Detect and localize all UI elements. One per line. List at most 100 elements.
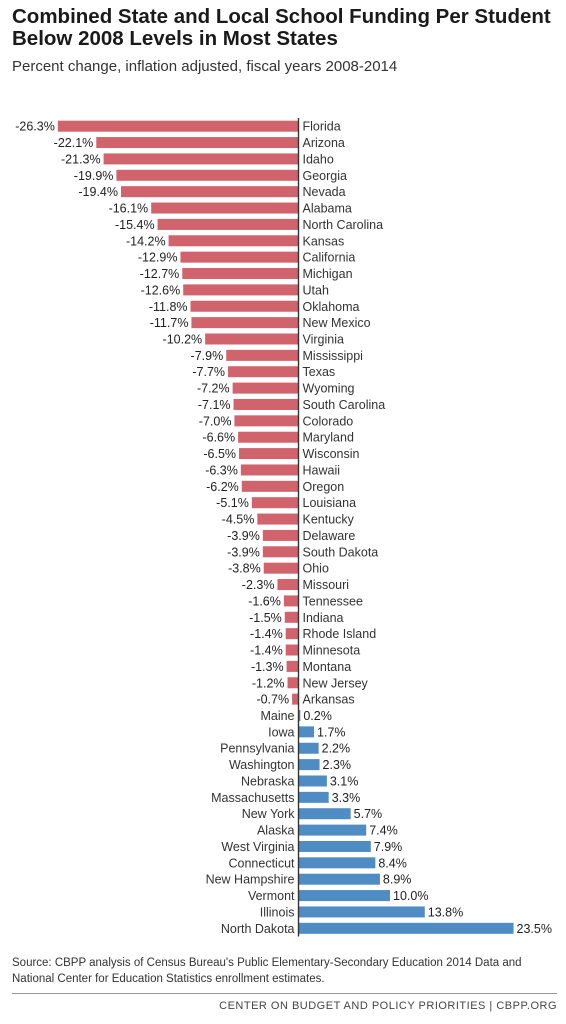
bar-louisiana [251, 497, 299, 509]
state-label: Louisiana [303, 496, 357, 510]
state-label: Illinois [260, 905, 295, 919]
bar-michigan [182, 268, 299, 280]
value-label: -21.3% [61, 152, 101, 166]
value-label: -1.4% [250, 644, 283, 658]
bar-tennessee [283, 595, 299, 607]
state-label: Michigan [303, 267, 353, 281]
state-label: Kansas [303, 234, 345, 248]
value-label: -7.1% [198, 398, 231, 412]
state-label: Florida [303, 120, 341, 134]
bar-montana [286, 660, 299, 672]
bar-new-mexico [191, 317, 299, 329]
state-label: Kentucky [303, 513, 355, 527]
value-label: -1.3% [251, 660, 284, 674]
state-label: Montana [303, 660, 352, 674]
bar-oregon [241, 480, 299, 492]
state-label: Texas [303, 365, 336, 379]
state-label: New Jersey [303, 676, 369, 690]
bar-arkansas [292, 693, 299, 705]
state-label: New Mexico [303, 316, 371, 330]
value-label: -26.3% [15, 120, 55, 134]
value-label: 13.8% [428, 905, 463, 919]
value-label: 3.1% [330, 774, 359, 788]
value-label: -12.9% [138, 251, 178, 265]
value-label: -7.0% [199, 414, 232, 428]
value-label: 3.3% [332, 791, 361, 805]
state-label: Washington [229, 758, 295, 772]
state-label: California [303, 251, 356, 265]
bar-massachusetts [298, 791, 329, 803]
state-label: Oregon [303, 480, 345, 494]
value-label: 2.3% [323, 758, 352, 772]
value-label: -16.1% [109, 202, 149, 216]
chart-title: Combined State and Local School Funding … [12, 5, 551, 50]
value-label: -12.6% [141, 283, 181, 297]
bar-indiana [284, 611, 299, 623]
bar-west-virginia [298, 840, 371, 852]
state-label: Nevada [303, 185, 346, 199]
bar-nevada [120, 186, 299, 198]
state-label: Oklahoma [303, 300, 360, 314]
value-label: -7.7% [192, 365, 225, 379]
state-label: Rhode Island [303, 627, 377, 641]
bar-georgia [116, 169, 299, 181]
bar-hawaii [240, 464, 299, 476]
value-label: -22.1% [54, 136, 94, 150]
value-label: -14.2% [126, 234, 166, 248]
bar-washington [298, 759, 320, 771]
bar-oklahoma [190, 300, 299, 312]
bar-new-jersey [287, 677, 299, 689]
value-label: 7.4% [369, 824, 398, 838]
value-label: -19.9% [74, 169, 114, 183]
value-label: 8.9% [383, 873, 412, 887]
value-label: -15.4% [115, 218, 155, 232]
bar-alabama [151, 202, 299, 214]
state-label: West Virginia [221, 840, 294, 854]
state-label: Wisconsin [303, 447, 360, 461]
state-label: Connecticut [228, 856, 295, 870]
value-label: -7.9% [191, 349, 224, 363]
value-label: 23.5% [517, 922, 552, 936]
value-label: -1.6% [248, 594, 281, 608]
state-label: Missouri [303, 578, 350, 592]
bars-group: -26.3% Florida -22.1% Arizona -21.3% Idaho -19… [15, 120, 552, 936]
bar-kansas [168, 235, 299, 247]
bar-california [180, 251, 299, 263]
bar-chart: -26.3% Florida -22.1% Arizona -21.3% Idaho -19… [15, 118, 552, 937]
bar-arizona [96, 137, 299, 149]
bar-texas [228, 366, 299, 378]
value-label: -11.8% [149, 300, 188, 314]
state-label: Georgia [303, 169, 348, 183]
state-label: Idaho [303, 152, 334, 166]
bar-pennsylvania [298, 742, 319, 754]
state-label: Delaware [303, 529, 356, 543]
value-label: 8.4% [378, 856, 407, 870]
bar-florida [57, 120, 299, 132]
value-label: -3.8% [228, 562, 261, 576]
state-label: North Carolina [303, 218, 384, 232]
state-label: Massachusetts [211, 791, 294, 805]
value-label: -6.2% [206, 480, 239, 494]
value-label: -5.1% [216, 496, 249, 510]
bar-illinois [298, 906, 425, 918]
bar-south-dakota [262, 546, 299, 558]
value-label: -19.4% [78, 185, 118, 199]
bar-ohio [263, 562, 299, 574]
bar-kentucky [257, 513, 299, 525]
state-label: Minnesota [303, 644, 361, 658]
bar-iowa [298, 726, 315, 738]
bar-north-carolina [157, 218, 299, 230]
state-label: South Dakota [303, 545, 379, 559]
state-label: Wyoming [303, 382, 355, 396]
state-label: Nebraska [241, 774, 295, 788]
value-label: 5.7% [354, 807, 383, 821]
bar-maine [298, 710, 301, 722]
bar-wisconsin [239, 448, 299, 460]
state-label: Arizona [303, 136, 345, 150]
bar-alaska [298, 824, 367, 836]
bar-wyoming [232, 382, 299, 394]
chart-subtitle: Percent change, inflation adjusted, fisc… [12, 58, 398, 75]
value-label: -4.5% [222, 513, 255, 527]
value-label: -1.5% [249, 611, 282, 625]
bar-mississippi [226, 349, 299, 361]
